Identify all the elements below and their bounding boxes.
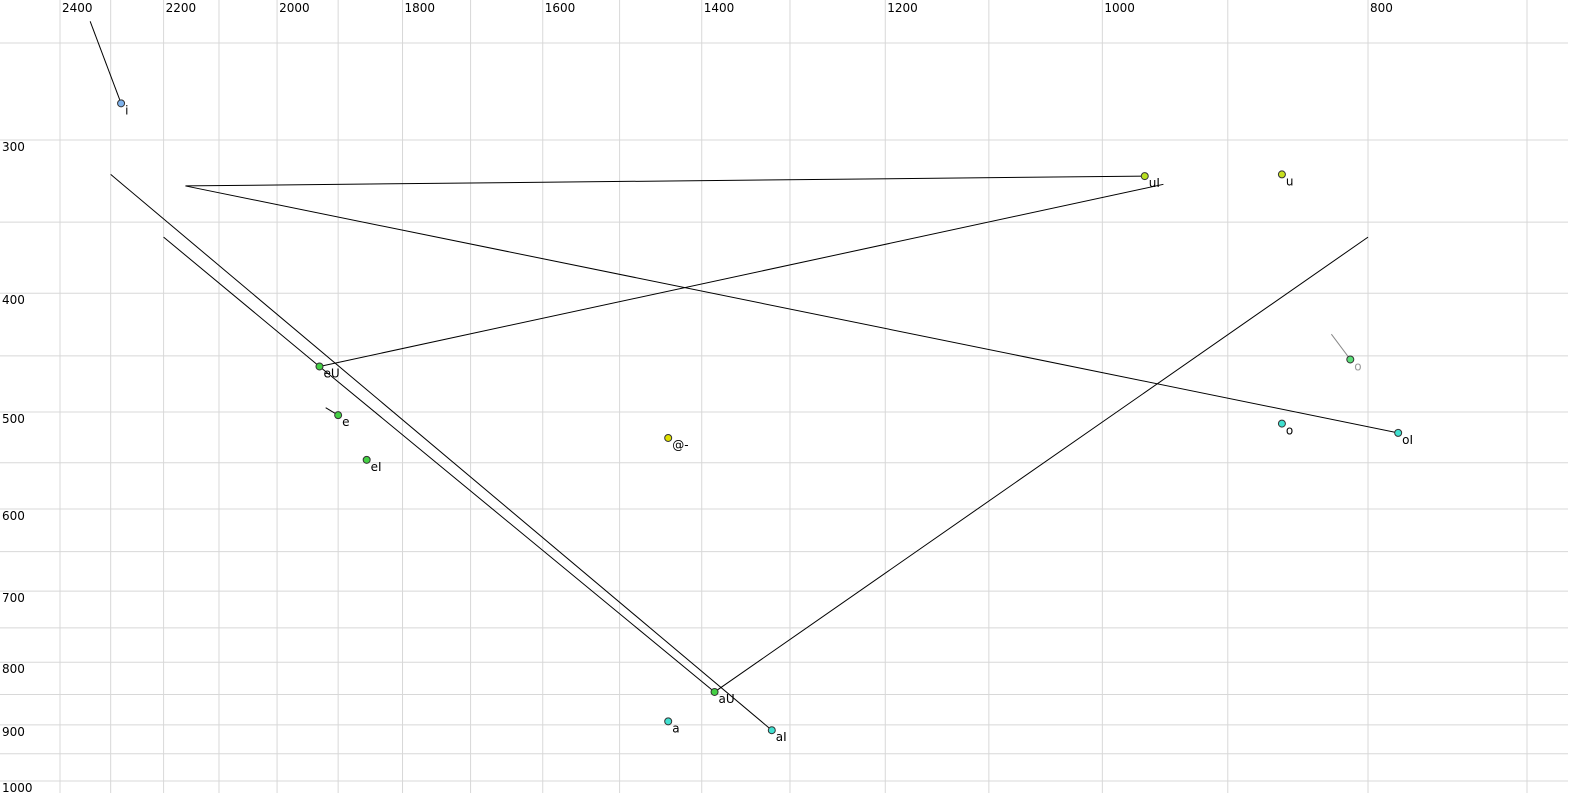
vowel-label: eU (323, 366, 339, 380)
track-line (185, 175, 1145, 187)
vowel-point (710, 687, 719, 696)
x-tick-label: 1400 (704, 1, 735, 15)
vowel-label: a (672, 721, 679, 735)
vowel-point (334, 411, 343, 420)
vowel-point (664, 433, 673, 442)
y-tick-label: 400 (2, 293, 25, 307)
track-line (89, 21, 122, 104)
vowel-point (1277, 419, 1286, 428)
track-line (185, 185, 1399, 434)
vowel-point (362, 455, 371, 464)
vowel-label: eI (371, 460, 382, 474)
vowel-point (664, 717, 673, 726)
vowel-label: u (1286, 174, 1294, 188)
vowel-point (315, 362, 324, 371)
y-tick-label: 300 (2, 140, 25, 154)
vowel-label: uI (1149, 176, 1160, 190)
vowel-label: e (342, 415, 349, 429)
x-tick-label: 800 (1370, 1, 1393, 15)
vowel-point (117, 99, 126, 108)
vowel-label: oI (1402, 433, 1413, 447)
track-line (319, 183, 1164, 367)
x-tick-label: 1200 (887, 1, 918, 15)
vowel-label: o (1354, 359, 1361, 373)
vowel-point (1140, 172, 1149, 181)
y-tick-label: 500 (2, 412, 25, 426)
x-tick-label: 1000 (1104, 1, 1135, 15)
vowel-label: o (1286, 424, 1293, 438)
x-tick-label: 1800 (405, 1, 436, 15)
vowel-point (1346, 355, 1355, 364)
vowel-label: i (125, 103, 128, 117)
vowel-label: aU (719, 692, 735, 706)
vowel-point (1394, 428, 1403, 437)
x-tick-label: 2400 (62, 1, 93, 15)
track-line (110, 174, 773, 731)
x-tick-label: 2000 (279, 1, 310, 15)
vowel-point (1277, 170, 1286, 179)
y-tick-label: 700 (2, 591, 25, 605)
track-line (163, 236, 1369, 693)
x-tick-label: 2200 (166, 1, 197, 15)
x-tick-label: 1600 (545, 1, 576, 15)
vowel-label: @- (672, 438, 688, 452)
y-tick-label: 800 (2, 662, 25, 676)
y-tick-label: 1000 (2, 781, 33, 795)
vowel-label: aI (776, 730, 787, 744)
vowel-point (767, 726, 776, 735)
y-tick-label: 900 (2, 725, 25, 739)
y-tick-label: 600 (2, 509, 25, 523)
track-line (1330, 333, 1351, 360)
